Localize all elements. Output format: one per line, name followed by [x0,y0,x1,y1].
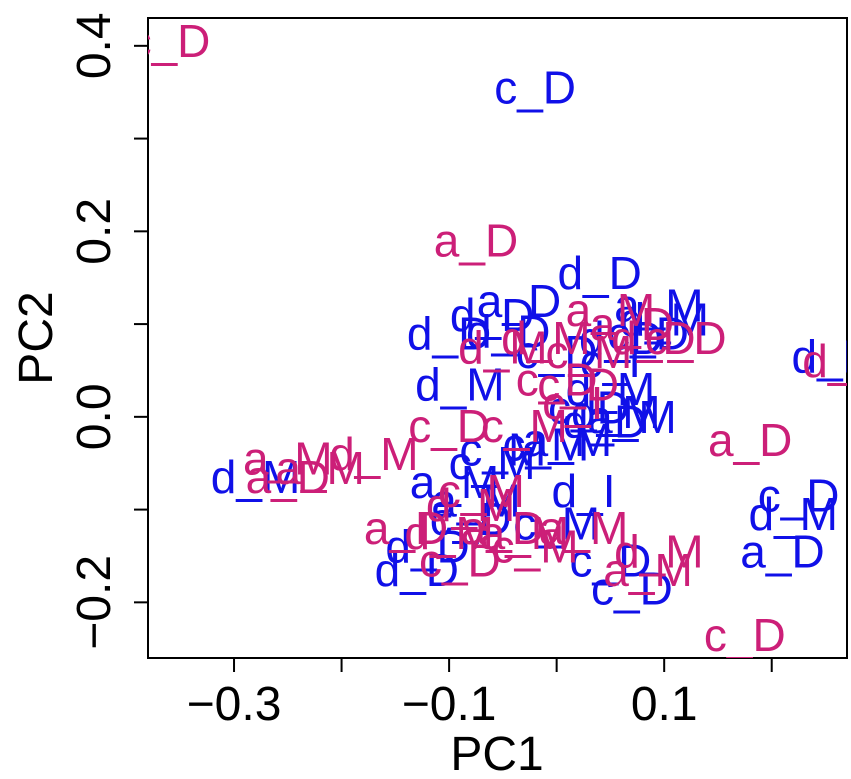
data-point-label: a_M [523,414,612,466]
data-point-label: c_M [502,419,589,471]
data-point-label: c_M [492,521,579,573]
data-point-label: d_M [802,335,851,387]
x-tick-label: 0.1 [631,678,698,731]
data-point-label: c_I [542,377,603,429]
data-point-label: d_M [792,331,851,383]
data-point-label: a_M [614,280,703,332]
data-point-label: c_D [570,535,652,587]
data-point-label: d_M [415,358,504,410]
data-point-label: d_D [385,521,469,573]
y-tick-label: 0.0 [68,383,121,450]
data-point-label: c_M [459,423,546,475]
data-point-label: a_D [740,525,824,577]
data-point-label: c_D [430,493,512,545]
data-point-label: d_D [450,289,534,341]
data-point-label: a_M [603,544,692,596]
x-tick-label: −0.1 [402,678,497,731]
data-point-label: d_M [426,479,515,531]
data-point-label: c_D [607,307,689,359]
data-point-label: a_M [480,507,569,559]
data-point-label: a_M [539,502,628,554]
data-point-label: a_D [434,215,518,267]
data-point-label: a_M [275,442,364,494]
y-tick-label: −0.2 [68,555,121,650]
data-point-label: c_M [513,498,600,550]
data-point-label: c_D [494,62,576,114]
data-point-label: d_M [501,312,590,364]
data-point-label: d_M [748,488,837,540]
data-point-label: c_D [704,609,786,661]
data-point-label: a_M [566,284,655,336]
x-axis-title: PC1 [450,728,543,779]
data-point-label: d_D [557,247,641,299]
data-point-label: a_D [590,298,674,350]
data-point-label: d_M [404,507,493,559]
data-point-label: c_M [545,326,632,378]
data-point-label: c_M [481,400,568,452]
data-point-label: c_D [548,382,630,434]
data-point-label: a_D [477,275,561,327]
data-point-label: d_M [329,428,418,480]
data-point-label: d_D [579,312,663,364]
data-point-label: c_D [419,535,501,587]
data-point-label: d_M [211,451,300,503]
data-point-label: a_D [461,502,545,554]
points-layer: c_Dd_Da_Dd_D a_Md_Md_Dd_D d_Dc_Dc_Dc_Id_Md… [129,15,851,661]
data-point-label: c_D [645,312,727,364]
data-point-label: d_D [563,395,647,447]
data-point-label: a_M [410,456,499,508]
data-point-label: c_D [758,470,840,522]
data-point-label: c_D [516,354,598,406]
data-point-label: a_M [243,433,332,485]
y-tick-label: 0.4 [68,12,121,79]
data-point-label: c_M [438,465,525,517]
data-point-label: a_D [364,502,448,554]
data-point-label: a_M [587,391,676,443]
x-tick-label: −0.3 [187,678,282,731]
y-axis: −0.2 0.0 0.2 0.4 [68,12,148,650]
data-point-label: d_M [458,321,547,373]
data-point-label: d_D [611,312,695,364]
data-point-label: d_M [571,386,660,438]
y-axis-title: PC2 [10,291,63,384]
data-point-label: c_D [537,358,619,410]
y-tick-label: 0.2 [68,198,121,265]
data-point-label: a_M [431,474,520,526]
data-point-label: c_D [408,400,490,452]
data-point-label: d_M [566,363,655,415]
data-point-label: c_D [516,326,598,378]
data-point-label: d_D [466,306,550,358]
data-point-label: d_D [407,307,491,359]
x-axis: −0.3 −0.1 0.1 [187,658,773,731]
data-point-label: d_D [375,544,459,596]
data-point-label: c_D [129,15,211,67]
data-point-label: c_I [580,335,641,387]
data-point-label: c_M [449,437,536,489]
data-point-label: c_D [591,562,673,614]
plot-frame [147,17,848,659]
data-point-label: a_D [708,414,792,466]
data-point-label: d_I [552,465,616,517]
data-point-label: a_D [246,451,330,503]
data-point-label: d_M [619,293,708,345]
data-point-label: d_M [614,525,703,577]
